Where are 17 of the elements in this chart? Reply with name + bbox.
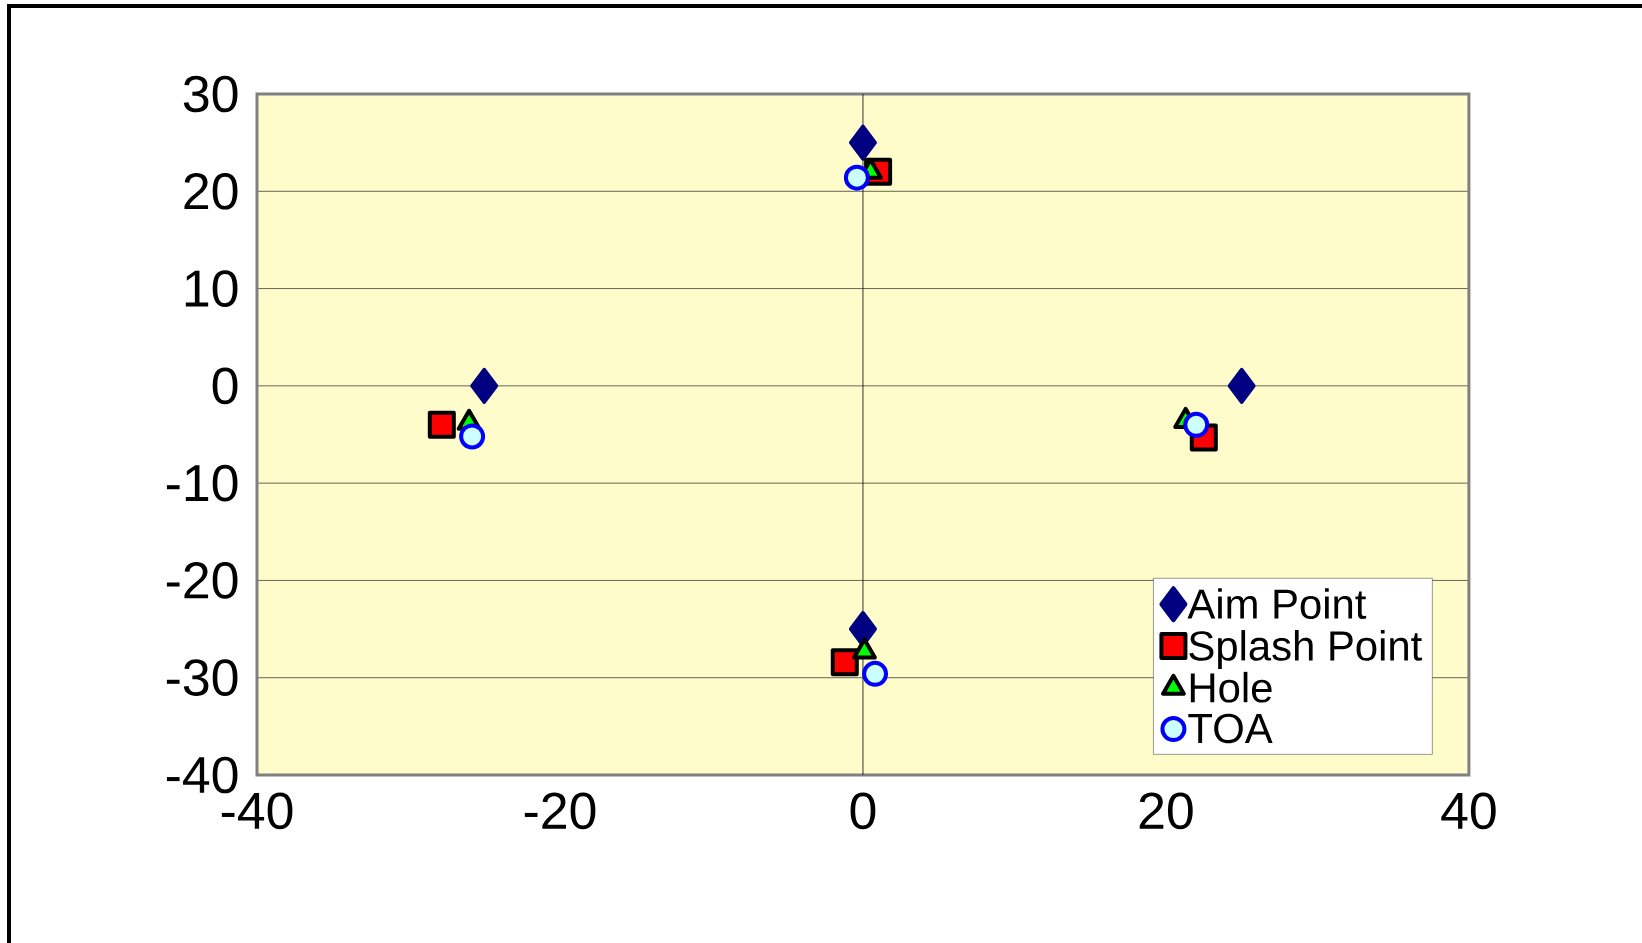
- legend-label: TOA: [1188, 713, 1273, 744]
- y-tick-label: -30: [166, 659, 238, 697]
- y-tick-label: 0: [212, 367, 238, 405]
- legend-label: Splash Point: [1189, 630, 1422, 670]
- y-tick-label: -40: [166, 756, 238, 794]
- y-tick-label: -10: [166, 464, 238, 502]
- x-tick-label: -40: [221, 792, 293, 830]
- x-tick-label: 40: [1441, 792, 1496, 830]
- x-tick-label: 20: [1139, 792, 1193, 830]
- y-tick-label: -20: [166, 562, 238, 599]
- legend-label: Hole: [1190, 671, 1272, 703]
- x-tick-label: 0: [850, 792, 876, 830]
- y-tick-label: 20: [184, 172, 238, 210]
- y-tick-label: 30: [183, 75, 238, 113]
- y-tick-label: 10: [185, 270, 238, 307]
- legend-label: Aim Point: [1187, 588, 1367, 619]
- x-tick-label: -20: [524, 792, 596, 830]
